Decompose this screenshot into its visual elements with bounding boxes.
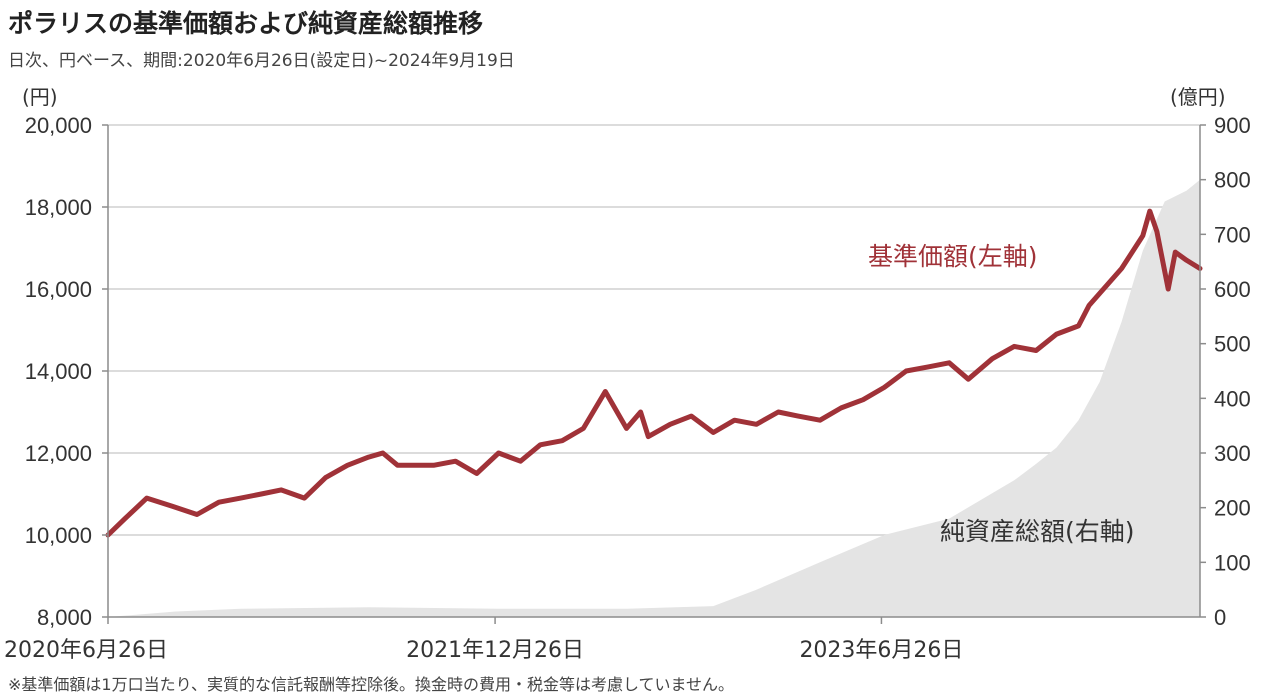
footnote: ※基準価額は1万口当たり、実質的な信託報酬等控除後。換金時の費用・税金等は考慮し… xyxy=(8,675,734,694)
right-axis-unit: (億円) xyxy=(1170,85,1226,109)
right-tick-label-9: 900 xyxy=(1214,113,1251,138)
x-tick-label-1: 2021年12月26日 xyxy=(406,638,584,663)
chart-title: ポラリスの基準価額および純資産総額推移 xyxy=(8,9,483,38)
left-axis-unit: (円) xyxy=(22,85,58,109)
left-axis-ticks: 8,000 10,000 12,000 14,000 16,000 18,000 20,00… xyxy=(25,113,108,630)
x-tick-label-0: 2020年6月26日 xyxy=(4,638,168,663)
left-tick-label-0: 8,000 xyxy=(37,605,92,630)
right-tick-label-2: 200 xyxy=(1214,496,1251,521)
right-tick-label-4: 400 xyxy=(1214,386,1251,411)
right-tick-label-1: 100 xyxy=(1214,550,1251,575)
aum-area xyxy=(108,179,1200,617)
x-axis-ticks: 2020年6月26日 2021年12月26日 2023年6月26日 xyxy=(4,617,963,663)
left-tick-label-3: 14,000 xyxy=(25,359,92,384)
chart-subtitle: 日次、円ベース、期間:2020年6月26日(設定日)~2024年9月19日 xyxy=(8,51,515,71)
nav-series-label: 基準価額(左軸) xyxy=(868,242,1038,271)
nav-line-layer xyxy=(105,208,1203,538)
left-tick-label-4: 16,000 xyxy=(25,277,92,302)
aum-series-label: 純資産総額(右軸) xyxy=(940,517,1135,546)
left-tick-label-6: 20,000 xyxy=(25,113,92,138)
left-tick-label-1: 10,000 xyxy=(25,523,92,548)
right-tick-label-6: 600 xyxy=(1214,277,1251,302)
right-tick-label-5: 500 xyxy=(1214,332,1251,357)
left-tick-label-5: 18,000 xyxy=(25,195,92,220)
right-tick-label-7: 700 xyxy=(1214,222,1251,247)
right-tick-label-8: 800 xyxy=(1214,168,1251,193)
right-axis-ticks: 0 100 200 300 400 500 600 700 800 900 xyxy=(1200,113,1251,630)
left-tick-label-2: 12,000 xyxy=(25,441,92,466)
right-tick-label-0: 0 xyxy=(1214,605,1226,630)
nav-line xyxy=(105,208,1203,538)
right-tick-label-3: 300 xyxy=(1214,441,1251,466)
aum-area-layer xyxy=(108,179,1200,617)
x-tick-label-2: 2023年6月26日 xyxy=(799,638,963,663)
